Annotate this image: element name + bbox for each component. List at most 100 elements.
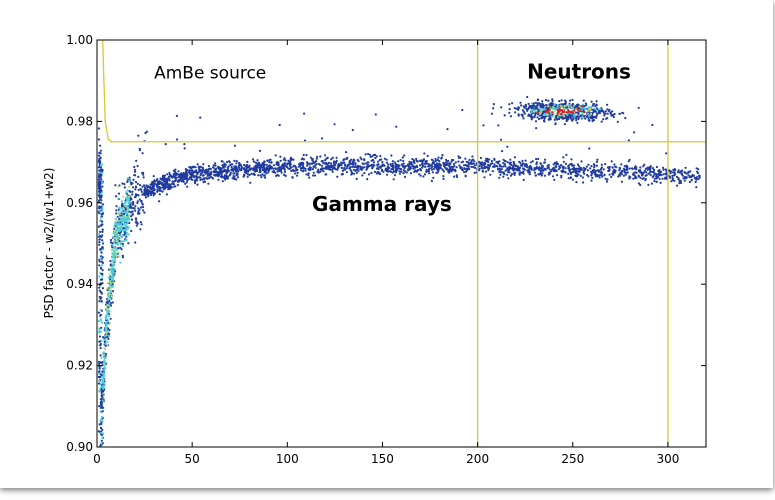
gamma-point — [438, 160, 441, 163]
gamma-point — [208, 176, 211, 179]
gamma-point — [523, 165, 527, 168]
gamma-point — [122, 227, 125, 230]
gamma-point — [567, 172, 570, 175]
gamma-point — [325, 173, 328, 176]
gamma-core-point — [123, 239, 126, 242]
gamma-point — [209, 175, 212, 178]
streak-point — [97, 225, 100, 228]
gamma-point — [140, 190, 143, 193]
gamma-point — [337, 163, 341, 166]
gamma-point — [324, 165, 327, 168]
gamma-point — [458, 156, 461, 159]
gamma-core-point — [107, 320, 110, 323]
gamma-point — [185, 175, 189, 178]
gamma-point — [617, 175, 620, 178]
gamma-point — [425, 170, 428, 173]
gamma-point — [252, 168, 255, 172]
gamma-core-point — [103, 335, 106, 338]
gamma-point — [140, 223, 143, 226]
gamma-point — [174, 185, 177, 188]
gamma-point — [242, 167, 245, 170]
gamma-point — [372, 163, 375, 167]
gamma-point — [392, 178, 395, 181]
outlier-point — [461, 108, 464, 112]
neutron-point — [563, 123, 566, 126]
gamma-core-point — [106, 344, 109, 347]
gamma-point — [249, 181, 252, 184]
gamma-point — [511, 165, 514, 169]
gamma-point — [549, 170, 553, 173]
gamma-point — [430, 158, 433, 161]
gamma-point — [156, 178, 159, 181]
streak-point — [100, 224, 103, 227]
neutron-point — [534, 101, 538, 104]
gamma-point — [504, 169, 507, 172]
streak-point — [100, 267, 103, 270]
gamma-core-point — [122, 229, 126, 232]
neutron-point — [532, 104, 535, 107]
streak-point — [99, 361, 102, 364]
gamma-point — [567, 164, 570, 167]
streak-point — [100, 236, 103, 239]
gamma-core-point — [123, 223, 126, 226]
gamma-point — [398, 172, 401, 175]
gamma-point — [416, 160, 419, 163]
neutron-point — [563, 116, 566, 119]
streak-point — [102, 203, 105, 206]
gamma-point — [458, 164, 461, 167]
streak-point — [98, 264, 101, 267]
gamma-point — [220, 173, 223, 177]
gamma-point — [434, 157, 437, 161]
neutron-point — [611, 114, 614, 117]
gamma-point — [252, 160, 255, 163]
gamma-point — [537, 157, 540, 161]
gamma-point — [590, 174, 593, 177]
gamma-core-point — [115, 242, 118, 246]
gamma-core-point — [117, 210, 120, 213]
gamma-core-point — [107, 276, 110, 279]
streak-point — [100, 292, 103, 295]
gamma-point — [438, 166, 441, 170]
gamma-point — [425, 159, 428, 163]
gamma-point — [553, 178, 556, 181]
gamma-point — [163, 186, 166, 189]
neutron-mid-point — [581, 112, 584, 115]
gamma-core-point — [115, 255, 118, 258]
neutron-point — [542, 110, 545, 113]
gamma-point — [265, 167, 268, 170]
streak-point — [100, 390, 103, 393]
streak-point — [99, 256, 102, 259]
gamma-point — [142, 173, 145, 176]
gamma-point — [560, 164, 563, 167]
gamma-point — [412, 167, 415, 170]
gamma-point — [131, 182, 134, 185]
gamma-point — [485, 159, 488, 163]
neutron-mid-point — [589, 107, 592, 111]
neutron-hot-point — [557, 109, 560, 112]
gamma-point — [690, 178, 693, 181]
gamma-point — [115, 205, 118, 208]
gamma-point — [687, 174, 690, 177]
gamma-point — [478, 161, 481, 164]
gamma-point — [548, 168, 551, 171]
gamma-point — [489, 173, 492, 176]
gamma-point — [370, 164, 373, 167]
gamma-point — [186, 185, 189, 188]
gamma-core-point — [103, 347, 106, 350]
gamma-core-point — [115, 240, 118, 243]
neutron-point — [609, 112, 612, 115]
gamma-point — [527, 171, 530, 174]
streak-point — [97, 187, 101, 190]
gamma-point — [551, 175, 555, 178]
neutron-mid-point — [549, 112, 552, 115]
gamma-point — [461, 160, 465, 163]
gamma-point — [498, 176, 501, 179]
streak-point — [101, 182, 104, 185]
gamma-point — [614, 169, 617, 172]
neutron-mid-point — [556, 103, 560, 107]
gamma-point — [207, 168, 210, 171]
gamma-point — [340, 161, 343, 164]
gamma-point — [169, 185, 173, 188]
gamma-point — [524, 159, 527, 162]
gamma-point — [626, 168, 629, 171]
